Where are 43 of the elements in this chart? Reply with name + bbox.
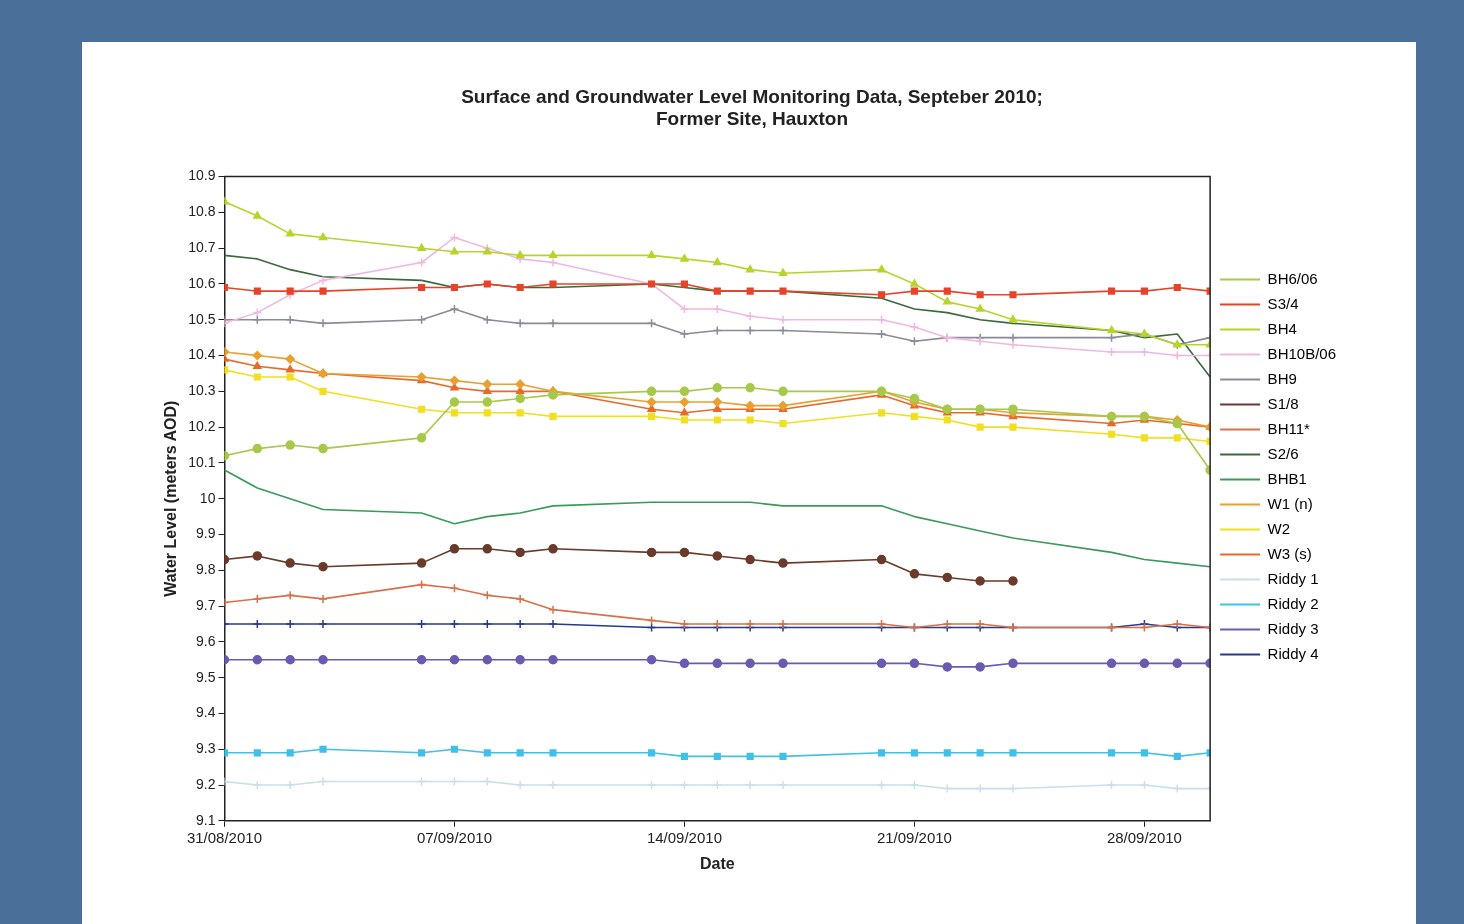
y-tick-label: 9.3 bbox=[195, 740, 216, 757]
y-tick-label: 10.6 bbox=[188, 274, 216, 291]
y-tick-label: 10.5 bbox=[188, 310, 216, 327]
y-tick-label: 9.4 bbox=[195, 704, 216, 721]
y-tick-label: 9.5 bbox=[195, 668, 216, 685]
y-tick-label: 9.1 bbox=[195, 811, 216, 828]
y-tick-label: 9.8 bbox=[195, 561, 216, 578]
legend-label: BHB1 bbox=[1267, 469, 1307, 487]
x-tick-label: 07/09/2010 bbox=[416, 828, 492, 846]
x-tick-label: 14/09/2010 bbox=[646, 828, 722, 846]
legend-label: W2 bbox=[1267, 519, 1291, 537]
legend-label: BH4 bbox=[1267, 319, 1297, 337]
legend-label: W3 (s) bbox=[1267, 544, 1312, 562]
legend-label: Riddy 2 bbox=[1267, 594, 1319, 612]
legend-label: BH11* bbox=[1267, 419, 1311, 437]
legend-label: Riddy 1 bbox=[1267, 569, 1319, 587]
y-tick-label: 10.1 bbox=[188, 453, 216, 470]
x-axis-title: Date bbox=[699, 854, 735, 872]
legend-label: BH10B/06 bbox=[1267, 344, 1337, 362]
chart-title: Surface and Groundwater Level Monitoring Data, Septeber 2010; Former Site, Hauxton bbox=[461, 85, 1043, 130]
x-tick-label: 21/09/2010 bbox=[876, 828, 952, 846]
y-axis-title: Water Level (meters AOD) bbox=[162, 400, 180, 597]
y-tick-label: 10.3 bbox=[188, 382, 216, 399]
legend-label: W1 (n) bbox=[1267, 494, 1313, 512]
x-tick-label: 31/08/2010 bbox=[186, 828, 262, 846]
y-tick-label: 10.4 bbox=[188, 346, 216, 363]
y-tick-label: 10.2 bbox=[188, 417, 216, 434]
y-tick-label: 10.9 bbox=[188, 167, 216, 184]
y-tick-label: 9.2 bbox=[195, 775, 216, 792]
y-tick-label: 10 bbox=[199, 489, 216, 506]
legend-label: Riddy 3 bbox=[1267, 619, 1319, 637]
y-tick-label: 9.7 bbox=[195, 596, 216, 613]
legend-label: BH9 bbox=[1267, 369, 1297, 387]
legend-label: S2/6 bbox=[1267, 444, 1299, 462]
legend-label: S3/4 bbox=[1267, 294, 1299, 312]
y-tick-label: 9.6 bbox=[195, 632, 216, 649]
y-tick-label: 10.8 bbox=[188, 203, 216, 220]
y-tick-label: 10.7 bbox=[188, 239, 216, 256]
x-tick-label: 28/09/2010 bbox=[1106, 828, 1182, 846]
legend-label: BH6/06 bbox=[1267, 269, 1318, 287]
legend-label: S1/8 bbox=[1267, 394, 1299, 412]
legend-label: Riddy 4 bbox=[1267, 644, 1319, 662]
y-tick-label: 9.9 bbox=[195, 525, 216, 542]
